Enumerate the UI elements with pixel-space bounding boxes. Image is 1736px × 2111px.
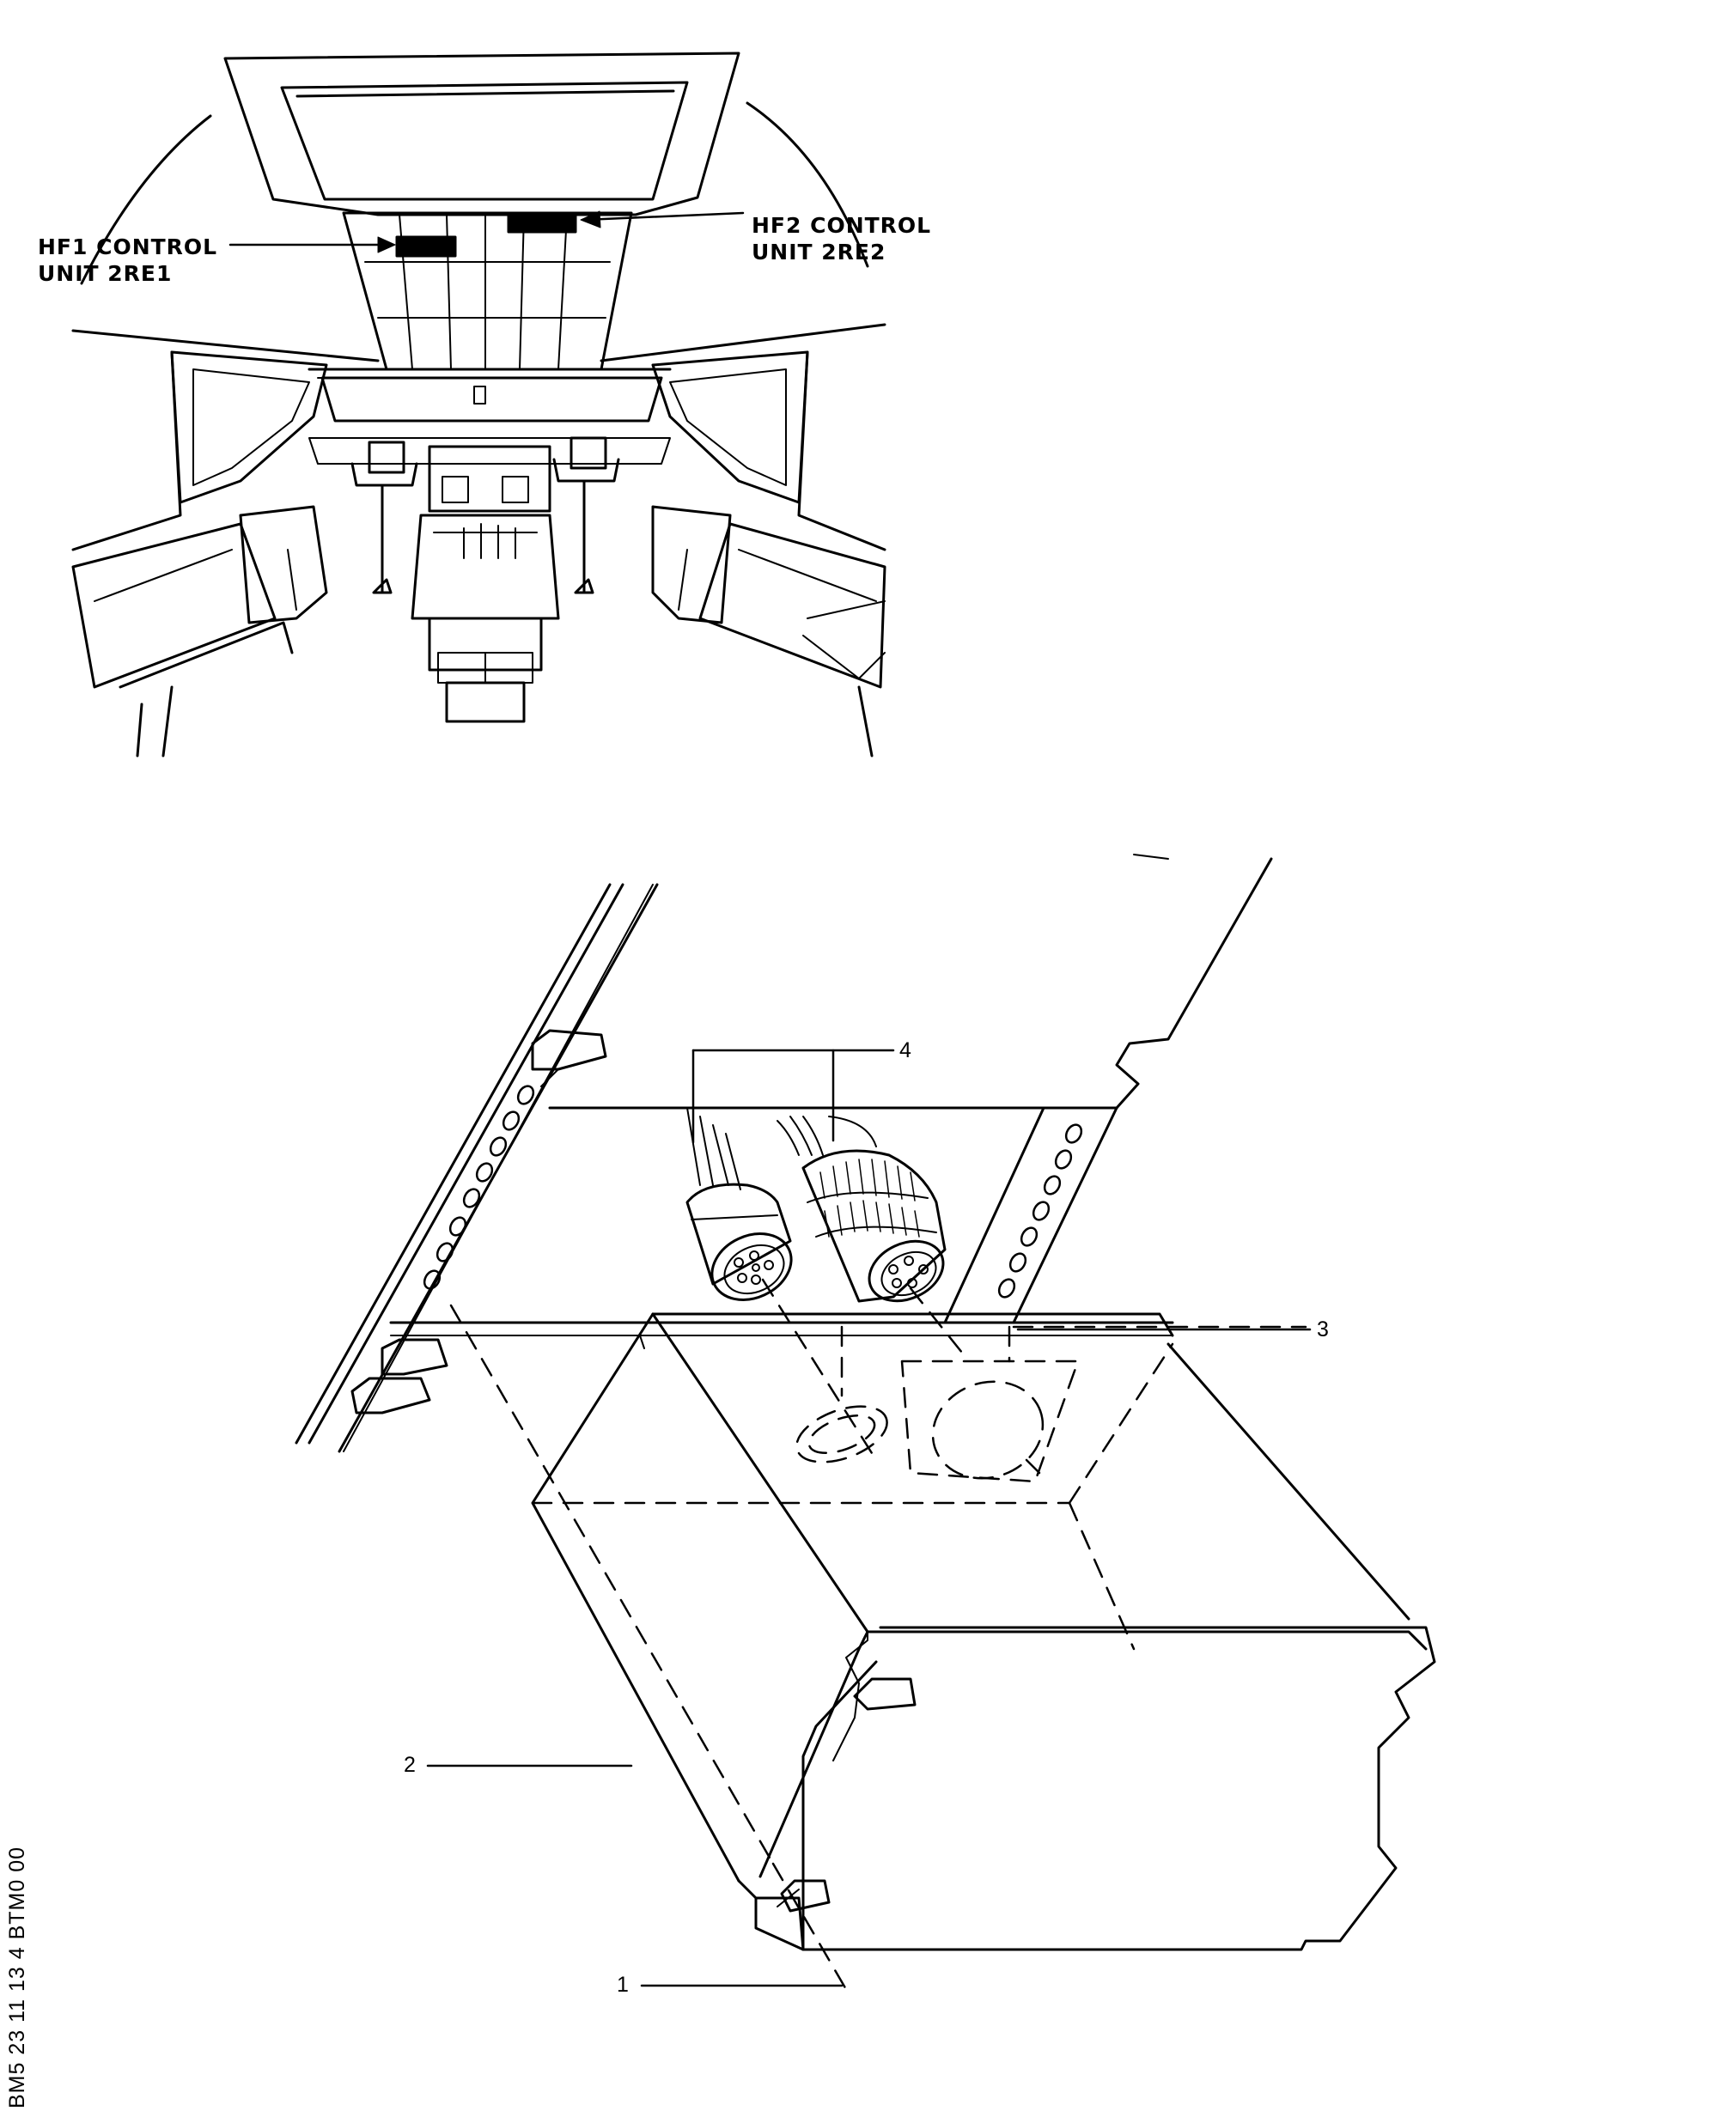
callout-3: 3: [1317, 1317, 1329, 1341]
hf2-arrow-icon: [580, 210, 745, 228]
cockpit-view: [71, 52, 886, 757]
hf1-control-unit-label: HF1 CONTROL UNIT 2RE1: [38, 234, 217, 287]
callout-1: 1: [617, 1973, 629, 1997]
connector-small-icon: [685, 1107, 793, 1301]
callout-4: 4: [899, 1038, 911, 1062]
hf1-label-line2: UNIT 2RE1: [38, 261, 173, 286]
callout-2: 2: [404, 1753, 416, 1777]
hf1-arrow-icon: [228, 236, 396, 253]
hf2-label-line2: UNIT 2RE2: [752, 240, 886, 265]
hf1-control-unit: [395, 235, 457, 258]
hf2-control-unit: [507, 211, 577, 234]
detail-view: [295, 854, 1436, 1998]
control-unit-box: [531, 1312, 1436, 1951]
hf2-control-unit-label: HF2 CONTROL UNIT 2RE2: [752, 212, 931, 265]
figure-code: BM5 23 11 13 4 BTM0 00: [5, 1846, 29, 2108]
hf1-label-line1: HF1 CONTROL: [38, 234, 218, 259]
connector-large-icon: [777, 1116, 947, 1303]
hf2-label-line1: HF2 CONTROL: [752, 213, 932, 238]
